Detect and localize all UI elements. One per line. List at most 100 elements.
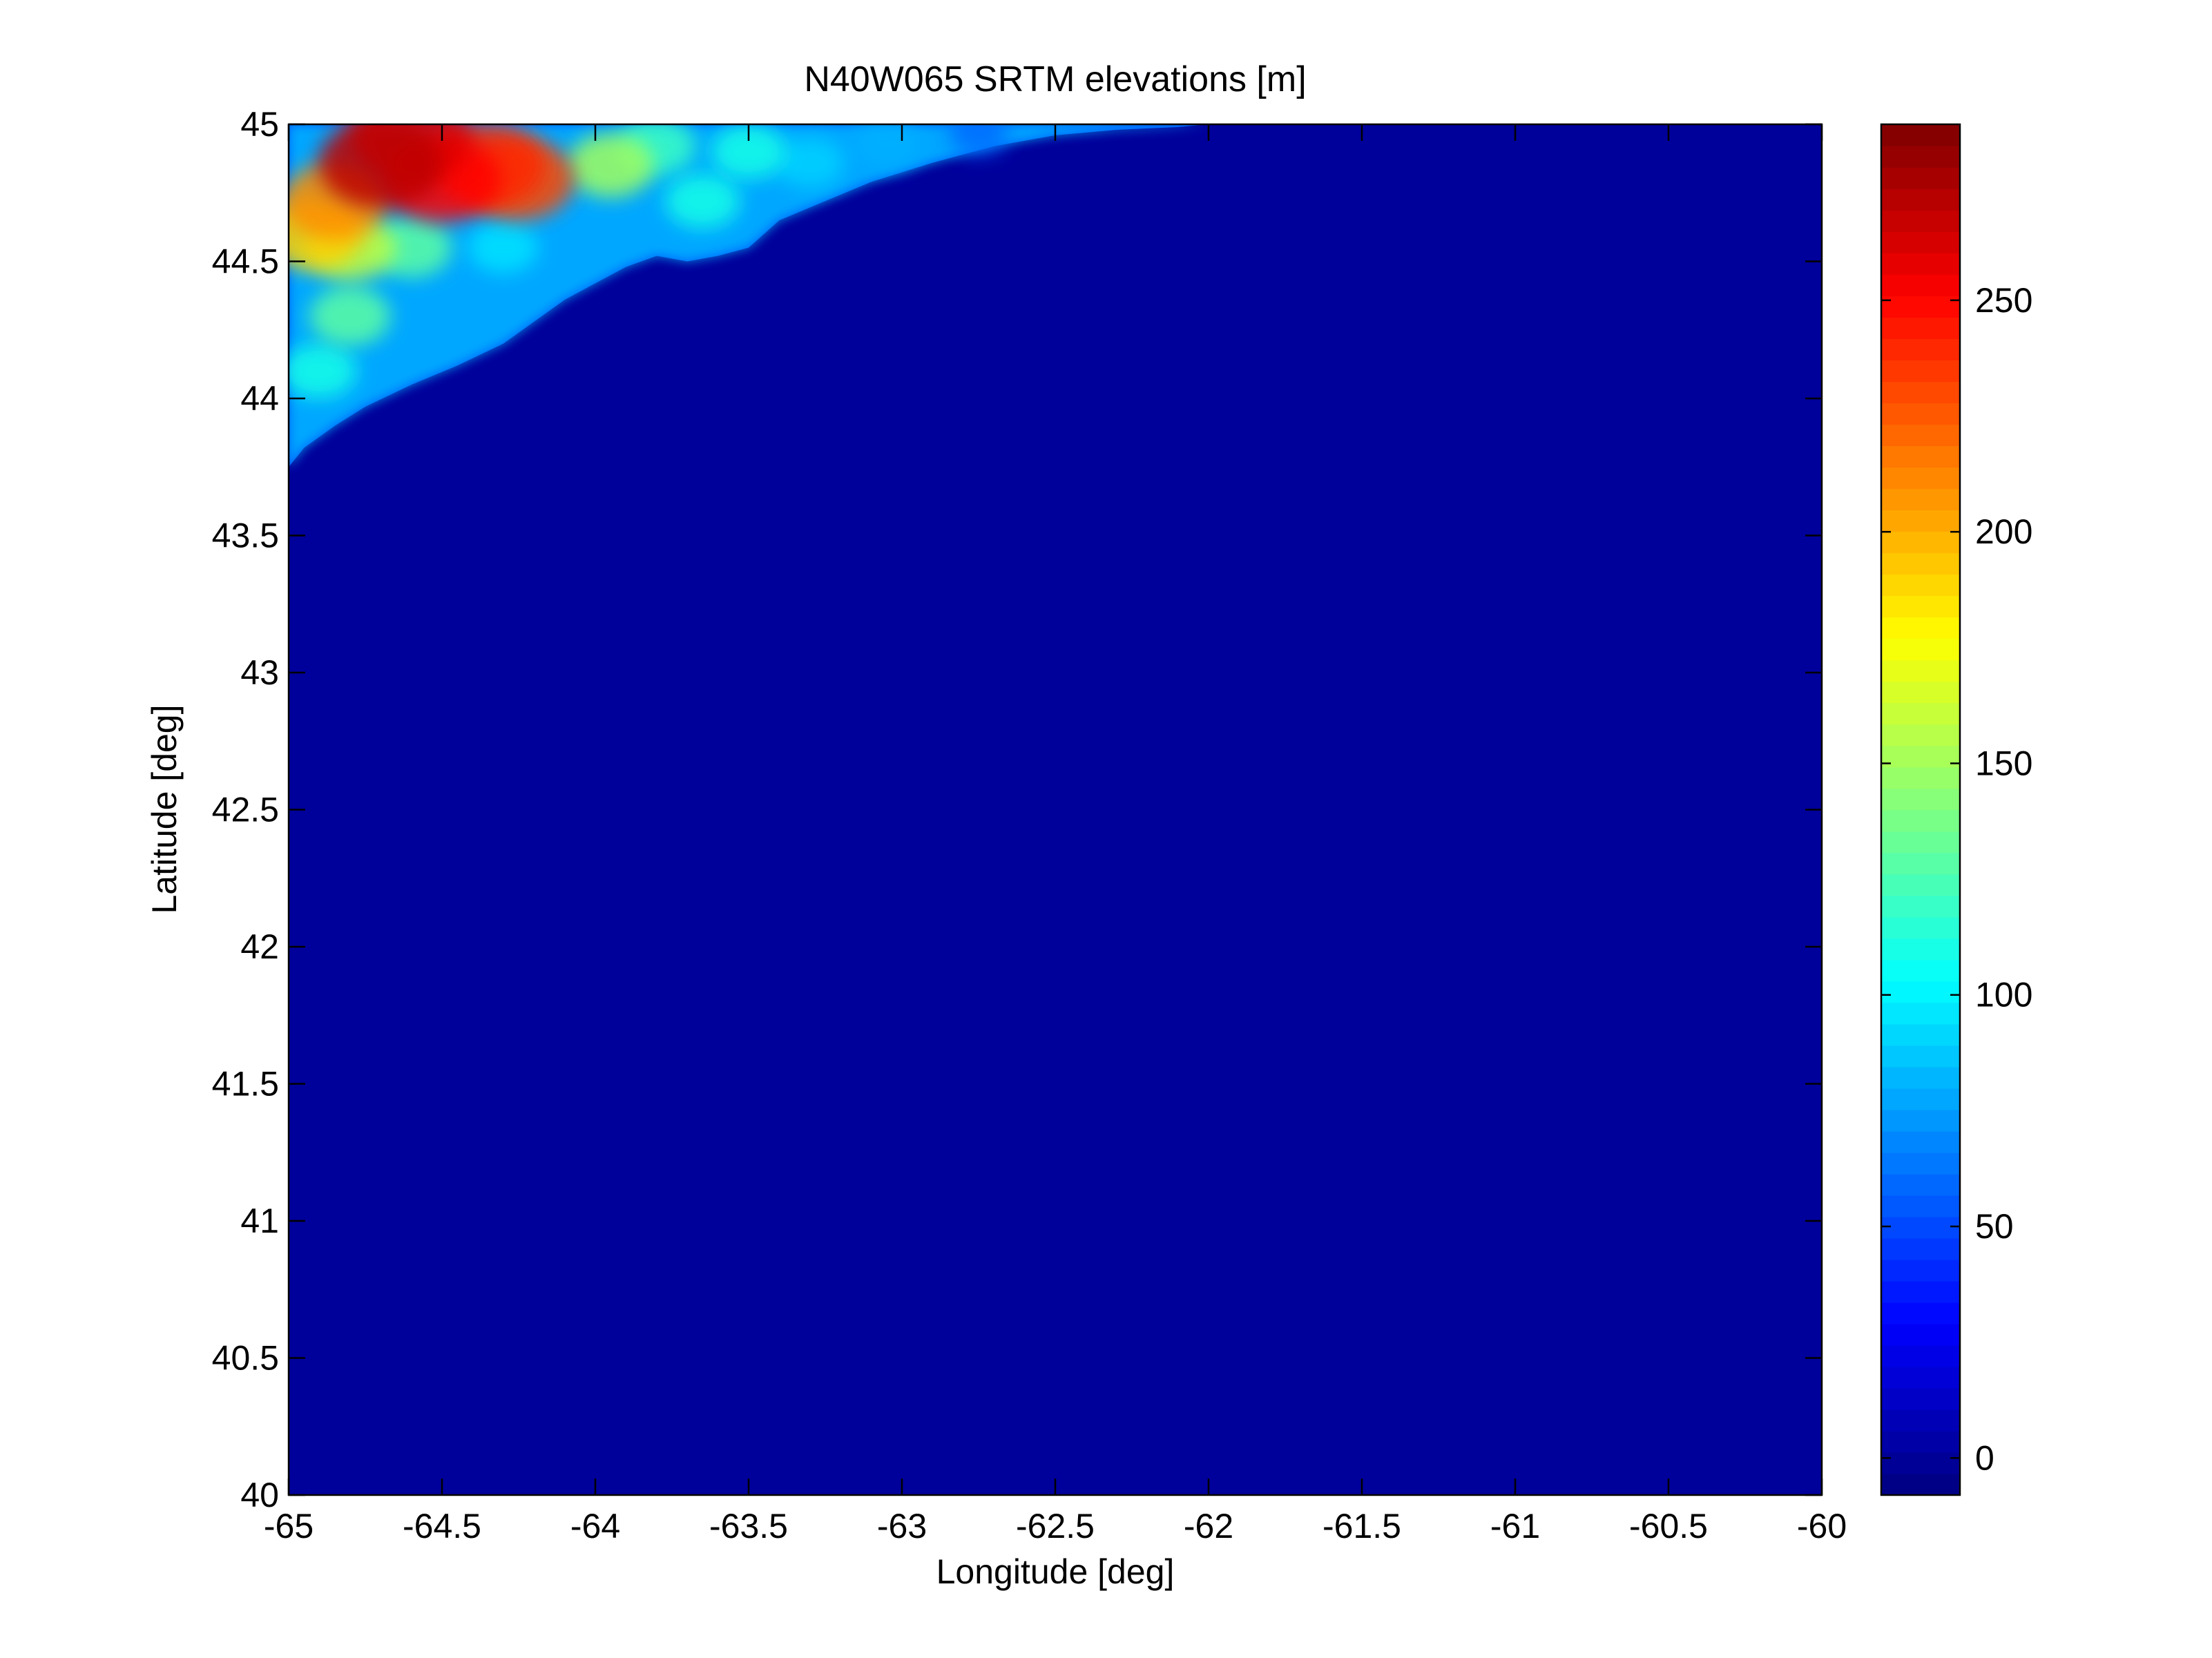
elevation-patch: [567, 133, 655, 197]
x-tick-label: -64.5: [403, 1507, 481, 1545]
colorbar-segment: [1881, 253, 1960, 275]
colorbar-segment: [1881, 274, 1960, 296]
colorbar-segment: [1881, 1130, 1960, 1153]
plot-background: [289, 124, 1822, 1495]
y-tick-label: 41.5: [212, 1065, 279, 1103]
colorbar-tick-label: 150: [1975, 744, 2032, 782]
x-tick-label: -63.5: [709, 1507, 788, 1545]
colorbar-segment: [1881, 1409, 1960, 1432]
colorbar-segment: [1881, 531, 1960, 554]
colorbar-segment: [1881, 1366, 1960, 1389]
colorbar-frame: [1880, 123, 1961, 1496]
colorbar-segment: [1881, 317, 1960, 339]
colorbar-segment: [1881, 210, 1960, 232]
colorbar-segment: [1881, 1387, 1960, 1410]
chart-title: N40W065 SRTM elevations [m]: [804, 59, 1306, 99]
colorbar-segment: [1881, 167, 1960, 189]
land-layer: [289, 124, 1209, 467]
colorbar-segment: [1881, 1002, 1960, 1025]
colorbar-segment: [1881, 681, 1960, 704]
x-tick-label: -60.5: [1629, 1507, 1708, 1545]
y-tick-label: 40.5: [212, 1339, 279, 1378]
colorbar-segment: [1881, 1237, 1960, 1260]
colorbar: 0 50 100 150 200 250: [1880, 123, 2032, 1496]
plot-area: [287, 123, 1823, 1496]
colorbar-tick-label: 250: [1975, 281, 2032, 320]
y-tick-label: 43: [240, 653, 279, 692]
colorbar-segment: [1881, 1173, 1960, 1196]
colorbar-tick-label: 200: [1975, 512, 2032, 551]
colorbar-segment: [1881, 381, 1960, 404]
colorbar-segment: [1881, 1302, 1960, 1324]
colorbar-segment: [1881, 403, 1960, 425]
colorbar-segment: [1881, 1216, 1960, 1239]
y-tick-label: 42.5: [212, 791, 279, 829]
colorbar-segment: [1881, 1280, 1960, 1303]
colorbar-segment: [1881, 467, 1960, 490]
x-axis-label: Longitude [deg]: [936, 1552, 1175, 1591]
colorbar-segment: [1881, 231, 1960, 253]
colorbar-tick-label: 100: [1975, 976, 2032, 1014]
colorbar-segment: [1881, 146, 1960, 168]
x-tick-label: -62.5: [1016, 1507, 1095, 1545]
elevation-patch: [711, 124, 787, 180]
colorbar-segment: [1881, 1452, 1960, 1474]
colorbar-segment: [1881, 1045, 1960, 1068]
colorbar-segment: [1881, 1473, 1960, 1496]
colorbar-segment: [1881, 852, 1960, 875]
colorbar-segment: [1881, 1195, 1960, 1217]
colorbar-segment: [1881, 424, 1960, 447]
y-axis-label: Latitude [deg]: [145, 704, 184, 914]
colorbar-segment: [1881, 1259, 1960, 1282]
colorbar-segment: [1881, 1023, 1960, 1046]
colorbar-segment: [1881, 809, 1960, 832]
colorbar-segment: [1881, 638, 1960, 661]
colorbar-segment: [1881, 488, 1960, 511]
colorbar-segment: [1881, 874, 1960, 896]
colorbar-segment: [1881, 617, 1960, 639]
y-tick-label: 43.5: [212, 517, 279, 555]
colorbar-segment: [1881, 788, 1960, 811]
y-axis: 40 40.5 41 41.5 42 42.5 43 43.5 44 44.5 45: [212, 105, 1822, 1514]
colorbar-segment: [1881, 702, 1960, 725]
colorbar-segment: [1881, 1088, 1960, 1110]
colorbar-segment: [1881, 1344, 1960, 1367]
elevation-patch: [318, 124, 443, 208]
colorbar-segment: [1881, 360, 1960, 382]
colorbar-segment: [1881, 831, 1960, 854]
colorbar-segment: [1881, 1152, 1960, 1175]
x-tick-label: -61: [1490, 1507, 1540, 1545]
y-tick-label: 44.5: [212, 242, 279, 281]
y-tick-label: 42: [240, 927, 279, 966]
colorbar-segment: [1881, 296, 1960, 318]
colorbar-segment: [1881, 767, 1960, 789]
colorbar-segment: [1881, 510, 1960, 532]
colorbar-segment: [1881, 745, 1960, 768]
colorbar-segment: [1881, 938, 1960, 961]
x-tick-label: -65: [264, 1507, 314, 1545]
x-tick-label: -63: [877, 1507, 927, 1545]
y-tick-label: 41: [240, 1202, 279, 1240]
elevation-patch: [854, 124, 920, 168]
colorbar-segment: [1881, 659, 1960, 682]
colorbar-segment: [1881, 1109, 1960, 1132]
y-tick-label: 44: [240, 379, 279, 418]
colorbar-segment: [1881, 124, 1960, 146]
y-tick-label: 40: [240, 1476, 279, 1514]
colorbar-segment: [1881, 959, 1960, 982]
colorbar-segment: [1881, 981, 1960, 1003]
elevation-patch: [468, 222, 539, 273]
elevation-patch: [289, 343, 357, 398]
colorbar-segment: [1881, 916, 1960, 939]
x-tick-label: -62: [1184, 1507, 1233, 1545]
colorbar-segment: [1881, 1323, 1960, 1346]
elevation-patch: [665, 173, 740, 229]
x-tick-label: -64: [570, 1507, 620, 1545]
y-tick-label: 45: [240, 105, 279, 144]
colorbar-segment: [1881, 189, 1960, 211]
colorbar-tick-label: 50: [1975, 1207, 2014, 1246]
colorbar-segment: [1881, 552, 1960, 575]
colorbar-segment: [1881, 445, 1960, 468]
elevation-patch: [776, 137, 845, 188]
